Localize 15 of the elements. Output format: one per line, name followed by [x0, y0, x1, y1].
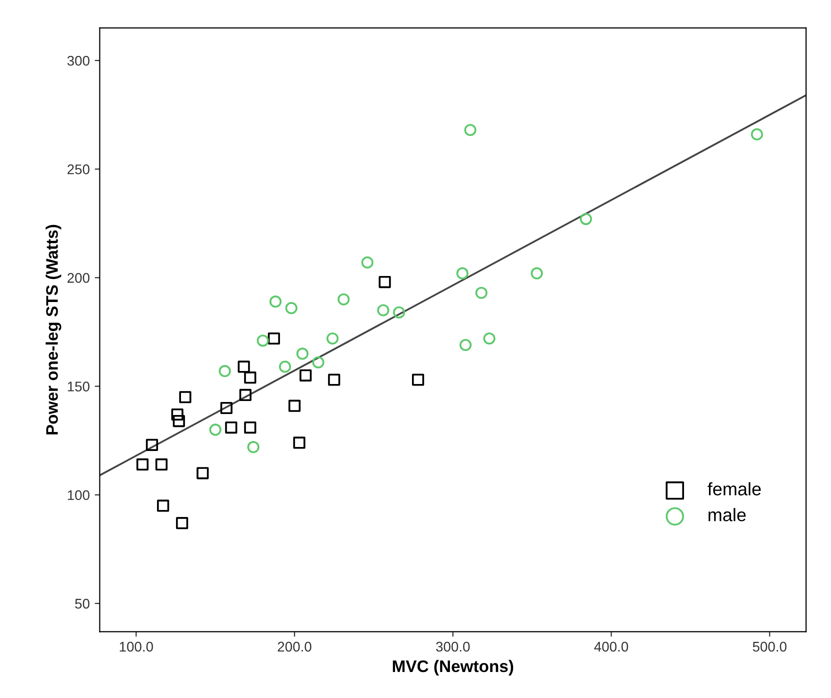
y-axis-title: Power one-leg STS (Watts) — [46, 224, 62, 434]
x-tick-label: 200.0 — [278, 642, 312, 652]
legend-label: male — [708, 508, 746, 522]
legend-label: female — [708, 482, 761, 496]
x-tick-label: 500.0 — [752, 642, 786, 652]
y-tick-label: 200 — [68, 273, 90, 283]
y-tick-label: 50 — [75, 598, 90, 609]
y-tick-label: 250 — [68, 164, 90, 174]
x-tick-label: 400.0 — [594, 642, 628, 652]
y-tick-label: 300 — [67, 56, 90, 66]
x-tick-label: 300.0 — [436, 642, 470, 652]
y-tick-label: 150 — [68, 382, 90, 392]
x-tick-label: 100.0 — [120, 642, 153, 652]
y-tick-label: 100 — [68, 490, 90, 500]
x-axis-title: MVC (Newtons) — [392, 660, 514, 676]
